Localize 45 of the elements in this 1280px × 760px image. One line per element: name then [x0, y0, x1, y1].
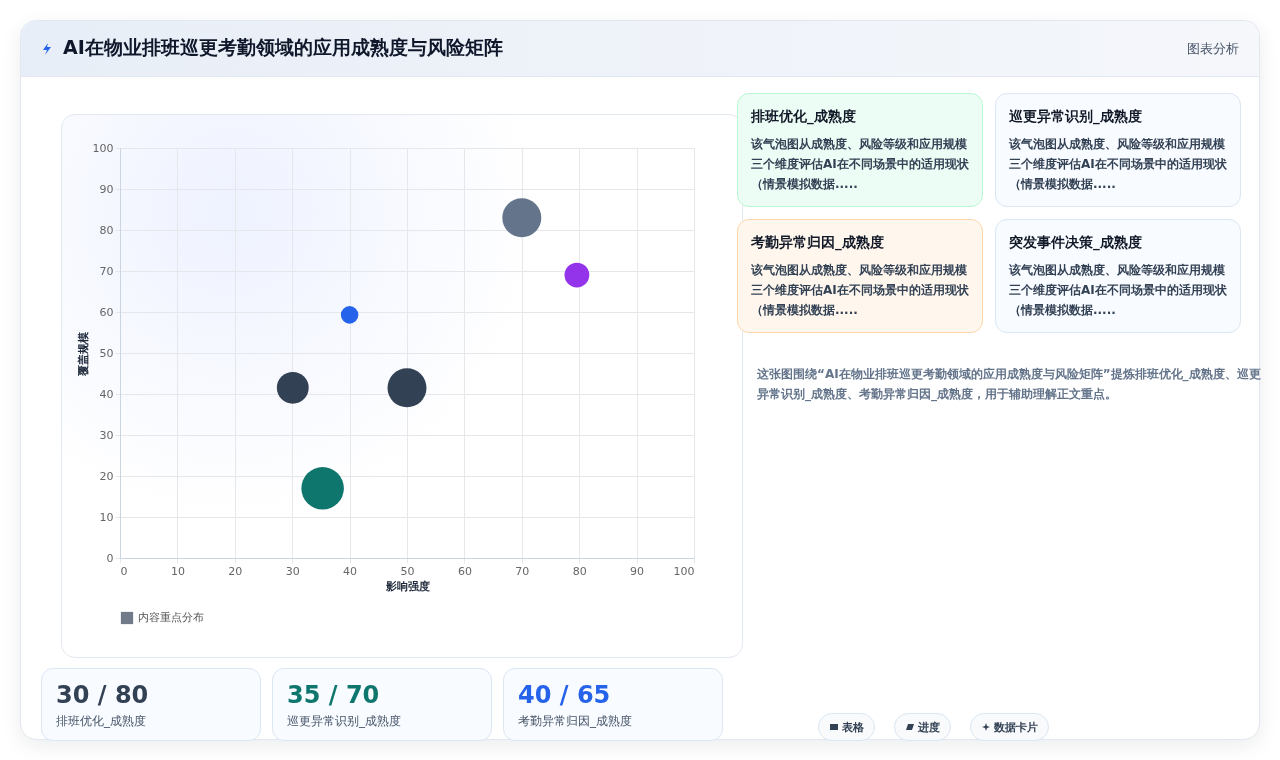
legend-label: 内容重点分布 — [138, 611, 204, 624]
text: 图表分析 — [1187, 40, 1239, 58]
y-tick-label: 10 — [99, 510, 114, 524]
text: 该气泡图从成熟度、风险等级和应用规模三个维度评估AI在不同场景中的适用现状（情景模拟数据..... — [1009, 262, 1227, 319]
y-tick-label: 80 — [99, 223, 114, 237]
text: 该气泡图从成熟度、风险等级和应用规模三个维度评估AI在不同场景中的适用现状（情景模拟数据..... — [1009, 136, 1227, 193]
text: 表格 — [818, 713, 875, 741]
text: 排班优化_成熟度 — [56, 713, 147, 730]
text: 巡更异常识别_成熟度 — [1009, 108, 1143, 126]
text: 排班优化_成熟度 — [751, 108, 857, 126]
x-tick-label: 30 — [285, 564, 300, 578]
y-tick-label: 50 — [99, 346, 114, 360]
x-axis-title: 影响强度 — [384, 579, 430, 593]
x-tick-label: 20 — [228, 564, 243, 578]
y-axis-title: 覆盖规模 — [76, 330, 90, 377]
x-tick-label: 60 — [457, 564, 472, 578]
y-tick-label: 20 — [99, 469, 114, 483]
text: 数据卡片 — [970, 713, 1049, 741]
text: 40 / 65 — [518, 681, 612, 709]
text: 进度 — [894, 713, 951, 741]
text: 30 / 80 — [56, 681, 150, 709]
x-tick-label: 40 — [343, 564, 358, 578]
text: 该气泡图从成熟度、风险等级和应用规模三个维度评估AI在不同场景中的适用现状（情景模拟数据..... — [751, 262, 969, 319]
x-tick-label: 50 — [400, 564, 415, 578]
x-tick-label: 90 — [630, 564, 645, 578]
x-tick-label: 80 — [572, 564, 587, 578]
y-tick-label: 30 — [99, 428, 114, 442]
y-tick-label: 0 — [106, 551, 114, 565]
x-tick-label: 100 — [673, 564, 695, 578]
chart-title: AI在物业排班巡更考勤领域的应用成熟度与风险矩阵 — [63, 35, 503, 60]
text: 考勤异常归因_成熟度 — [751, 234, 885, 252]
text: 考勤异常归因_成熟度 — [518, 713, 633, 730]
text: 这张图围绕“AI在物业排班巡更考勤领域的应用成熟度与风险矩阵”提炼排班优化_成熟度、巡更异常识别_成熟度、考勤异常归因_成熟度，用于辅助理解正文重点。 — [757, 366, 1262, 404]
text: 巡更异常识别_成熟度 — [287, 713, 402, 730]
x-tick-label: 10 — [170, 564, 185, 578]
x-tick-label: 0 — [120, 564, 128, 578]
x-tick-label: 70 — [515, 564, 530, 578]
y-tick-label: 100 — [92, 141, 114, 155]
text: 突发事件决策_成熟度 — [1009, 234, 1143, 252]
text: 该气泡图从成熟度、风险等级和应用规模三个维度评估AI在不同场景中的适用现状（情景模拟数据..... — [751, 136, 969, 193]
y-tick-label: 40 — [99, 387, 114, 401]
y-tick-label: 70 — [99, 264, 114, 278]
y-tick-label: 90 — [99, 182, 114, 196]
y-tick-label: 60 — [99, 305, 114, 319]
text: 35 / 70 — [287, 681, 381, 709]
